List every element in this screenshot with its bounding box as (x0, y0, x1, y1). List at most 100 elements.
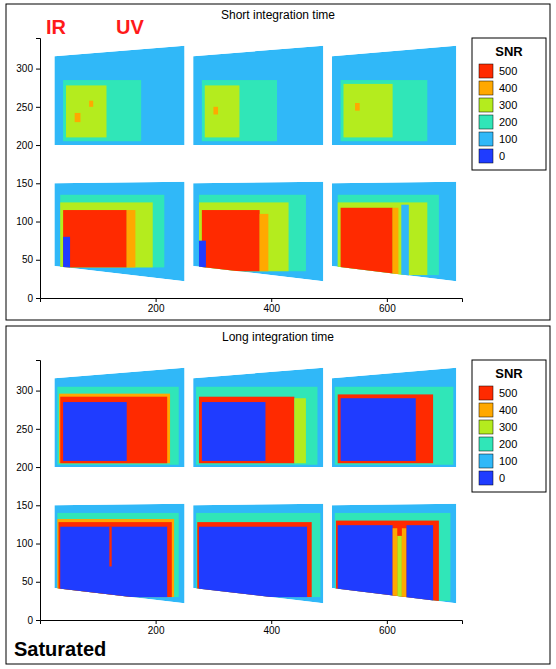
y-tick-label: 50 (22, 254, 34, 265)
snr-region (294, 398, 306, 463)
x-tick-mark (271, 620, 272, 624)
snr-region (343, 84, 392, 138)
y-axis-line (36, 361, 41, 621)
snr-region (199, 195, 306, 271)
image-background (193, 504, 323, 603)
legend-swatch (479, 64, 493, 78)
snr-region (66, 85, 106, 137)
detector-image (332, 46, 456, 145)
y-axis: 050100150200250300 (16, 39, 40, 304)
x-axis: 200 400 600 (41, 298, 463, 314)
detector-image (193, 46, 323, 145)
panel-title: Short integration time (221, 8, 335, 22)
legend-swatch (479, 454, 493, 468)
snr-region (60, 202, 152, 267)
snr-region (202, 402, 266, 461)
x-axis: 200 400 600 (41, 620, 463, 636)
legend-swatch (479, 437, 493, 451)
legend-label: 500 (499, 65, 517, 77)
detector-image (332, 368, 456, 467)
snr-region (202, 80, 277, 141)
snr-region (60, 397, 167, 464)
y-tick-label: 250 (16, 102, 33, 113)
detector-image (54, 368, 184, 467)
legend-label: 500 (499, 387, 517, 399)
y-tick-mark (36, 298, 40, 299)
panel: Long integration time2004006000501001502… (6, 326, 550, 664)
legend-label: 300 (499, 421, 517, 433)
snr-region (89, 101, 93, 107)
detector-image (332, 504, 456, 603)
snr-region (260, 214, 269, 271)
detector-image (54, 46, 184, 145)
snr-region (393, 208, 399, 275)
annotation: UV (116, 16, 144, 38)
snr-region (355, 103, 360, 111)
snr-region (199, 397, 294, 464)
y-tick-mark (36, 183, 40, 184)
y-tick-mark (36, 391, 40, 392)
snr-region (127, 210, 136, 267)
y-tick-mark (36, 429, 40, 430)
image-background (54, 504, 184, 603)
y-tick-label: 300 (16, 385, 33, 396)
x-tick: 200 (148, 298, 165, 314)
snr-region (397, 536, 402, 601)
y-tick-mark (36, 582, 40, 583)
snr-region (338, 394, 433, 463)
snr-region (336, 521, 439, 601)
y-tick-label: 200 (16, 462, 33, 473)
y-tick: 0 (27, 293, 40, 304)
y-tick-mark (36, 544, 40, 545)
snr-region (213, 107, 218, 115)
image-background (332, 46, 456, 145)
image-background (54, 182, 184, 281)
image-background (332, 182, 456, 281)
snr-region (393, 528, 398, 601)
x-tick-mark (387, 298, 388, 302)
snr-region (63, 237, 70, 268)
y-tick: 0 (27, 615, 40, 626)
y-tick-label: 0 (27, 615, 33, 626)
y-tick: 100 (16, 216, 40, 227)
snr-region (341, 208, 393, 275)
snr-region (63, 80, 141, 141)
x-axis-line (41, 299, 463, 303)
snr-region (407, 525, 434, 601)
y-tick-mark (36, 260, 40, 261)
legend-swatch (479, 403, 493, 417)
x-tick: 400 (263, 620, 280, 636)
panel-frame (6, 4, 550, 320)
x-tick: 600 (379, 620, 396, 636)
plot-marks (54, 46, 456, 282)
y-tick-label: 300 (16, 63, 33, 74)
snr-region (60, 527, 167, 597)
y-tick-label: 100 (16, 216, 33, 227)
snr-region (199, 527, 307, 597)
image-background (193, 46, 323, 145)
y-tick-label: 100 (16, 538, 33, 549)
x-tick-mark (271, 298, 272, 302)
y-tick-mark (36, 505, 40, 506)
x-tick-label: 600 (379, 303, 396, 314)
x-tick-label: 600 (379, 625, 396, 636)
plot-marks (54, 368, 456, 604)
snr-region (57, 513, 178, 597)
panel-frame (6, 326, 550, 664)
snr-region (63, 402, 127, 461)
snr-region (341, 80, 428, 141)
snr-region (338, 202, 428, 275)
snr-region (75, 113, 81, 122)
y-tick-label: 250 (16, 424, 33, 435)
legend-swatch (479, 98, 493, 112)
legend-swatch (479, 471, 493, 485)
snr-region (335, 513, 451, 601)
y-tick-label: 150 (16, 178, 33, 189)
colorbar-legend: SNR5004003002001000 (472, 38, 546, 170)
y-tick: 300 (16, 385, 40, 396)
snr-region (338, 525, 393, 601)
image-background (332, 504, 456, 603)
x-tick-label: 400 (263, 303, 280, 314)
snr-region (199, 241, 206, 268)
x-tick-label: 200 (148, 625, 165, 636)
